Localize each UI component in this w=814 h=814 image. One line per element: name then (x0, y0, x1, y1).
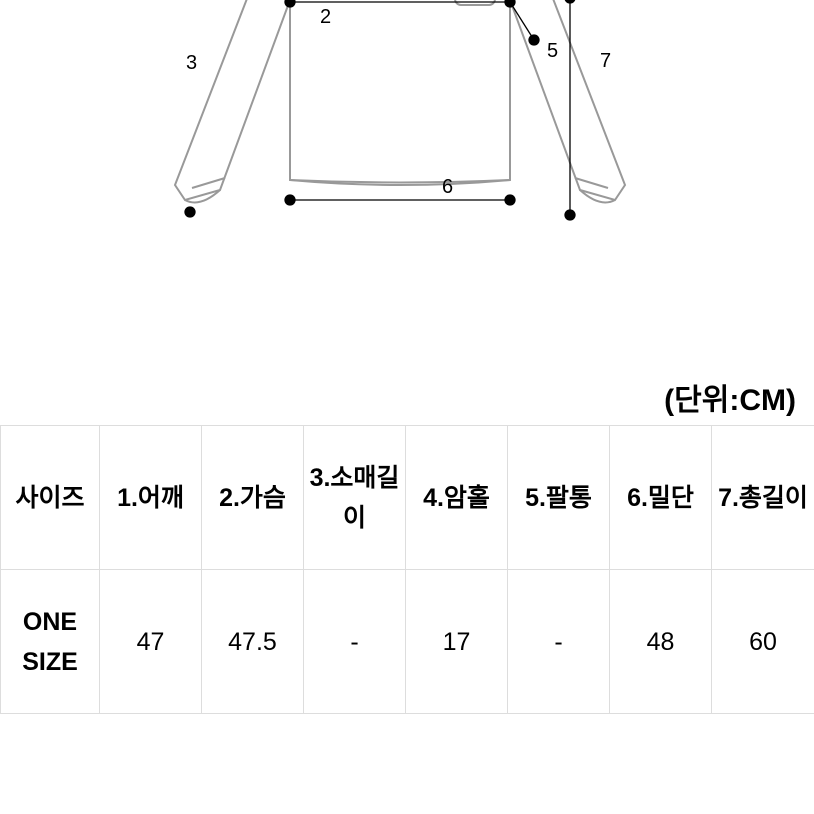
diagram-label-3: 3 (186, 52, 197, 75)
unit-label: (단위:CM) (664, 375, 796, 419)
col-hem: 6.밀단 (610, 426, 712, 570)
cell-sleeve: - (304, 570, 406, 714)
col-shoulder: 1.어깨 (100, 426, 202, 570)
garment-svg (130, 0, 670, 260)
cell-length: 60 (712, 570, 814, 714)
table-header-row: 사이즈 1.어깨 2.가슴 3.소매길이 4.암홀 5.팔통 6.밀단 7.총길… (1, 426, 814, 570)
col-size: 사이즈 (1, 426, 100, 570)
cell-size: ONE SIZE (1, 570, 100, 714)
col-chest: 2.가슴 (202, 426, 304, 570)
cell-shoulder: 47 (100, 570, 202, 714)
garment-diagram: 2 3 5 6 7 (0, 0, 814, 280)
cell-armhole: 17 (406, 570, 508, 714)
diagram-label-7: 7 (600, 50, 611, 73)
diagram-label-6: 6 (442, 176, 453, 199)
cell-hem: 48 (610, 570, 712, 714)
col-sleeve: 3.소매길이 (304, 426, 406, 570)
cell-chest: 47.5 (202, 570, 304, 714)
size-table: 사이즈 1.어깨 2.가슴 3.소매길이 4.암홀 5.팔통 6.밀단 7.총길… (0, 425, 814, 714)
cell-arm: - (508, 570, 610, 714)
col-armhole: 4.암홀 (406, 426, 508, 570)
col-length: 7.총길이 (712, 426, 814, 570)
diagram-label-2: 2 (320, 6, 331, 29)
diagram-label-5: 5 (547, 40, 558, 63)
col-arm: 5.팔통 (508, 426, 610, 570)
table-row: ONE SIZE 47 47.5 - 17 - 48 60 (1, 570, 814, 714)
